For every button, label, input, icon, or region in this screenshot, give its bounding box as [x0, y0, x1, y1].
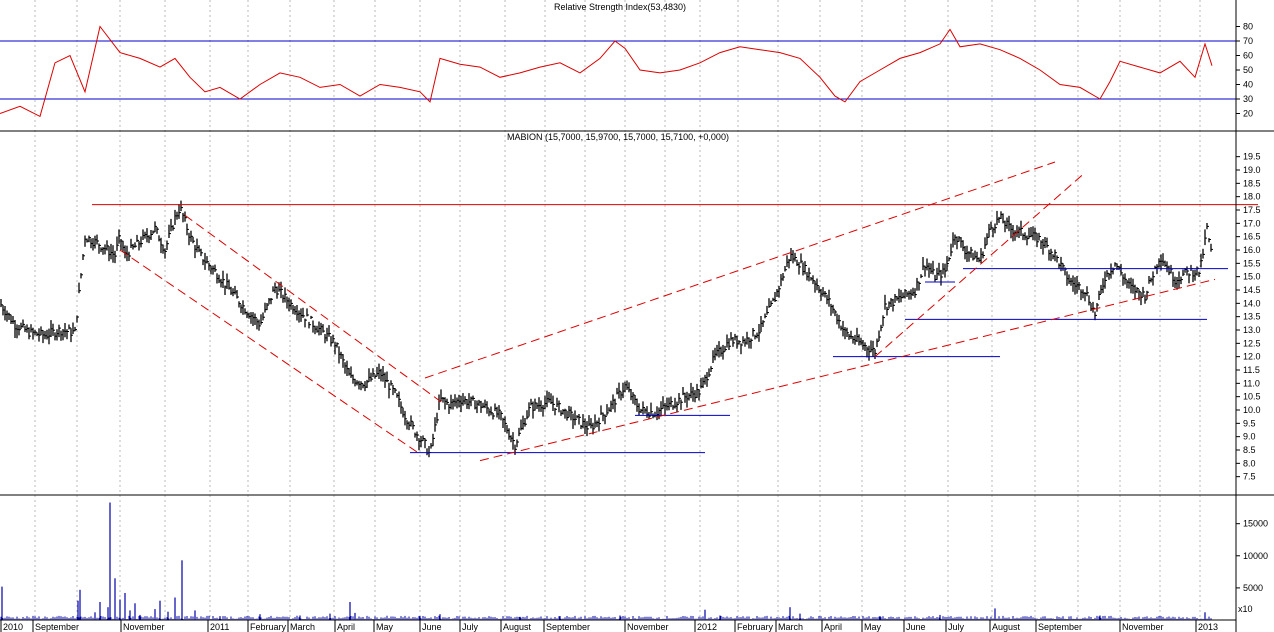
price-y-tick-label: 8.5: [1243, 445, 1256, 455]
x-tick-label: May: [376, 622, 394, 632]
price-y-tick-label: 11.5: [1243, 365, 1260, 375]
x-tick-label: February: [250, 622, 287, 632]
price-y-tick-label: 16.0: [1243, 245, 1261, 255]
rsi-line: [0, 25, 1213, 118]
price-y-tick-label: 17.0: [1243, 218, 1261, 228]
price-y-tick-label: 19.0: [1243, 165, 1261, 175]
price-y-tick-label: 13.0: [1243, 325, 1261, 335]
x-tick-label: September: [546, 622, 590, 632]
price-y-tick-label: 13.5: [1243, 312, 1261, 322]
price-y-tick-label: 10.0: [1243, 405, 1261, 415]
x-tick-label: November: [627, 622, 669, 632]
price-y-tick-label: 12.5: [1243, 338, 1261, 348]
price-y-tick-label: 11.0: [1243, 378, 1260, 388]
rsi-y-tick-label: 30: [1243, 94, 1253, 104]
x-tick-label: September: [1038, 622, 1082, 632]
price-y-tick-label: 12.0: [1243, 352, 1261, 362]
x-tick-label: November: [1122, 622, 1164, 632]
vertical-gridlines: [34, 0, 1201, 620]
price-y-tick-label: 19.5: [1243, 152, 1261, 162]
price-y-tick-label: 18.5: [1243, 178, 1261, 188]
x-tick-label: February: [737, 622, 774, 632]
price-y-tick-label: 14.5: [1243, 285, 1261, 295]
price-y-tick-label: 15.5: [1243, 258, 1261, 268]
x-tick-label: June: [906, 622, 926, 632]
rsi-y-tick-label: 20: [1243, 109, 1253, 119]
x-tick-label: 2010: [3, 622, 23, 632]
price-y-tick-label: 17.5: [1243, 205, 1261, 215]
x-axis: 2010 September November 2011 February March Ap…: [0, 620, 1218, 632]
trend-line: [874, 172, 1086, 358]
price-y-tick-label: 8.0: [1243, 458, 1256, 468]
rsi-title: Relative Strength Index(53,4830): [554, 2, 686, 12]
price-y-tick-label: 9.0: [1243, 432, 1256, 442]
x-tick-label: August: [992, 622, 1021, 632]
volume-y-tick-label: 5000: [1243, 583, 1263, 593]
price-y-tick-label: 9.5: [1243, 418, 1256, 428]
price-y-tick-label: 14.0: [1243, 298, 1261, 308]
rsi-y-tick-label: 80: [1243, 22, 1253, 32]
price-bars: [0, 200, 1213, 458]
price-y-tick-label: 16.5: [1243, 232, 1261, 242]
price-title: MABION (15,7000, 15,9700, 15,7000, 15,71…: [507, 132, 729, 142]
rsi-panel: Relative Strength Index(53,4830) 20 30 40 5…: [0, 2, 1253, 119]
volume-y-tick-label: 15000: [1243, 519, 1268, 529]
x-tick-label: 2013: [1198, 622, 1218, 632]
volume-multiplier-label: x10: [1238, 604, 1253, 614]
x-tick-label: 2011: [210, 622, 229, 632]
x-tick-label: March: [290, 622, 315, 632]
x-tick-label: July: [462, 622, 479, 632]
rsi-y-tick-label: 60: [1243, 51, 1253, 61]
x-tick-label: November: [123, 622, 165, 632]
x-tick-label: April: [824, 622, 842, 632]
rsi-y-tick-label: 40: [1243, 80, 1253, 90]
volume-y-tick-label: 10000: [1243, 551, 1268, 561]
x-tick-label: May: [864, 622, 882, 632]
price-y-tick-label: 15.0: [1243, 272, 1261, 282]
price-y-tick-label: 18.0: [1243, 192, 1261, 202]
x-tick-label: September: [35, 622, 79, 632]
x-tick-label: June: [422, 622, 442, 632]
x-tick-label: April: [337, 622, 355, 632]
price-y-tick-label: 10.5: [1243, 392, 1261, 402]
trend-line: [479, 278, 1216, 462]
x-tick-label: August: [503, 622, 532, 632]
x-tick-label: July: [948, 622, 965, 632]
trend-line: [424, 161, 1056, 379]
trend-line: [119, 249, 419, 454]
x-tick-label: 2012: [697, 622, 717, 632]
rsi-y-tick-label: 50: [1243, 65, 1253, 75]
x-tick-label: March: [778, 622, 803, 632]
rsi-y-tick-label: 70: [1243, 36, 1253, 46]
trend-line: [184, 214, 446, 406]
price-panel: MABION (15,7000, 15,9700, 15,7000, 15,71…: [0, 132, 1261, 482]
price-y-tick-label: 7.5: [1243, 472, 1256, 482]
